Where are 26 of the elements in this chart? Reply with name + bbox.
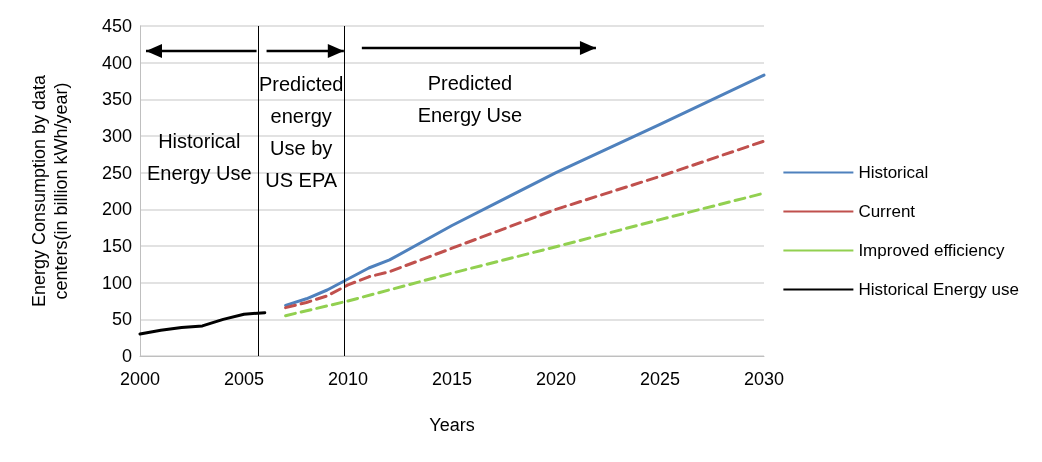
x-tick-label: 2005 bbox=[223, 369, 265, 389]
y-tick-label: 450 bbox=[101, 16, 132, 36]
y-tick-label: 300 bbox=[101, 126, 132, 146]
y-axis-title: Energy Consumption by data centers(in billion kWh/year) bbox=[29, 73, 71, 308]
annotation: Predicted energy Use by US EPA bbox=[258, 73, 344, 191]
y-tick-label: 100 bbox=[101, 272, 132, 293]
x-tick-label: 2010 bbox=[327, 369, 369, 389]
x-tick-label: 2020 bbox=[535, 369, 577, 389]
annotation: Historical Energy Use bbox=[147, 129, 252, 184]
x-tick-label: 2030 bbox=[743, 369, 785, 389]
annotation: Predicted Energy Use bbox=[417, 72, 523, 126]
x-axis-title: Years bbox=[429, 415, 475, 435]
x-tick-label: 2000 bbox=[119, 369, 161, 389]
y-tick-label: 150 bbox=[101, 236, 132, 256]
legend-label: Current bbox=[858, 202, 916, 221]
y-tick-label: 200 bbox=[101, 199, 132, 220]
y-tick-label: 350 bbox=[101, 89, 132, 110]
x-tick-label: 2015 bbox=[431, 369, 473, 389]
y-tick-label: 50 bbox=[111, 309, 132, 330]
legend-label: Improved efficiency bbox=[858, 241, 1006, 260]
y-tick-label: 400 bbox=[101, 52, 132, 73]
legend-label: Historical bbox=[858, 163, 929, 182]
y-tick-label: 250 bbox=[101, 162, 132, 183]
legend-label: Historical Energy use bbox=[858, 280, 1019, 299]
y-tick-label: 0 bbox=[121, 346, 132, 366]
x-tick-label: 2025 bbox=[639, 369, 681, 389]
